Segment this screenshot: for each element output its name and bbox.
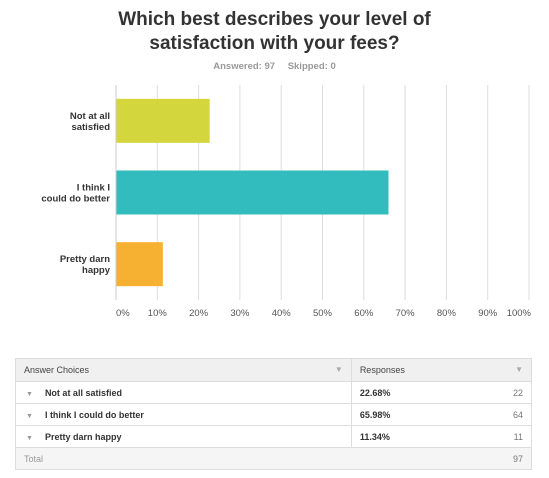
question-title-line-1: Which best describes your level of <box>118 9 431 30</box>
response-percent: 22.68% <box>350 381 486 404</box>
response-percent: 65.98% <box>350 403 486 426</box>
answer-choice-cell[interactable]: ▼ Pretty darn happy <box>15 425 352 448</box>
answer-choice-label: Pretty darn happy <box>44 431 122 442</box>
category-label: I think I <box>77 183 110 194</box>
bar <box>116 242 163 287</box>
x-tick-label: 30% <box>230 308 250 319</box>
category-label: could do better <box>41 194 110 205</box>
response-percent: 11.34% <box>350 425 486 448</box>
response-count: 11 <box>485 425 532 448</box>
responses-header-label: Responses <box>359 365 405 375</box>
table-row: ▼ Not at all satisfied 22.68% 22 <box>15 381 532 404</box>
answer-choice-label: Not at all satisfied <box>44 387 122 398</box>
skipped-count: Skipped: 0 <box>287 61 336 72</box>
x-tick-label: 20% <box>189 308 209 319</box>
x-tick-label: 40% <box>272 308 292 319</box>
bar <box>116 170 389 215</box>
x-tick-label: 60% <box>354 308 374 319</box>
total-count: 97 <box>485 447 532 470</box>
question-title: Which best describes your level of satis… <box>0 8 549 56</box>
responses-table: Answer Choices ▼ Responses ▼ ▼ Not at all… <box>15 358 533 470</box>
chevron-down-icon[interactable]: ▼ <box>26 390 33 398</box>
x-tick-label: 50% <box>313 308 333 319</box>
chevron-down-icon[interactable]: ▼ <box>515 365 523 374</box>
responses-header[interactable]: Responses ▼ <box>350 358 533 382</box>
category-label: Pretty darn <box>60 254 110 265</box>
x-tick-label: 90% <box>478 308 498 319</box>
x-tick-label: 0% <box>116 308 130 319</box>
x-tick-label: 10% <box>148 308 168 319</box>
response-count: 64 <box>485 403 532 426</box>
response-count: 22 <box>485 381 532 404</box>
question-title-line-2: satisfaction with your fees? <box>149 33 400 54</box>
answer-choices-header-label: Answer Choices <box>24 365 90 375</box>
table-row: ▼ Pretty darn happy 11.34% 11 <box>15 425 532 448</box>
chevron-down-icon[interactable]: ▼ <box>26 434 33 442</box>
category-label: happy <box>82 265 111 276</box>
x-tick-label: 80% <box>437 308 457 319</box>
total-row: Total 97 <box>15 447 532 470</box>
x-tick-label: 100% <box>507 308 532 319</box>
category-label: Not at all <box>70 111 110 122</box>
category-label: satisfied <box>71 122 110 133</box>
x-tick-label: 70% <box>396 308 416 319</box>
response-stats: Answered: 97 Skipped: 0 <box>0 61 549 72</box>
table-row: ▼ I think I could do better 65.98% 64 <box>15 403 532 426</box>
total-spacer <box>351 447 486 470</box>
total-label: Total <box>15 447 352 470</box>
chevron-down-icon[interactable]: ▼ <box>26 412 33 420</box>
bar <box>116 98 210 143</box>
answer-choice-cell[interactable]: ▼ Not at all satisfied <box>15 381 352 404</box>
answered-count: Answered: 97 <box>213 61 276 72</box>
answer-choice-label: I think I could do better <box>44 409 144 420</box>
answer-choice-cell[interactable]: ▼ I think I could do better <box>15 403 352 426</box>
chevron-down-icon[interactable]: ▼ <box>334 365 343 374</box>
answer-choices-header[interactable]: Answer Choices ▼ <box>15 358 352 382</box>
